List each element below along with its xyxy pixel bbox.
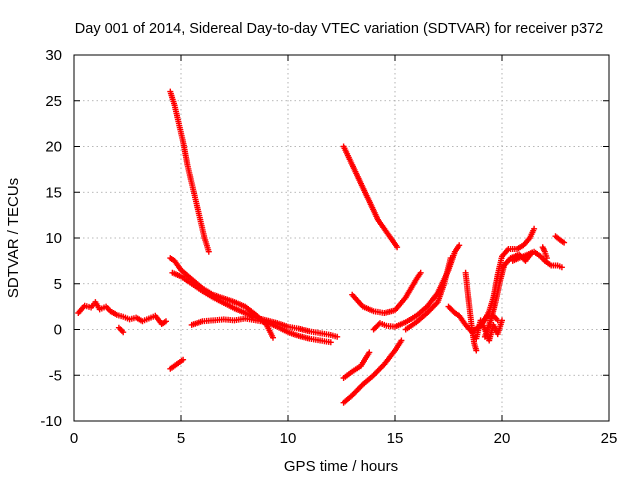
data-point xyxy=(205,248,212,255)
grid-lines xyxy=(74,55,609,421)
data-point xyxy=(270,334,276,341)
axis-ticks xyxy=(73,54,610,422)
data-point xyxy=(398,337,405,344)
series-arc-13h xyxy=(349,269,424,316)
data-point xyxy=(473,347,480,354)
x-tick-label: 5 xyxy=(177,430,185,447)
series-rising-13h xyxy=(340,349,373,381)
data-point xyxy=(543,255,550,262)
series-arc-early xyxy=(75,299,169,327)
data-point xyxy=(366,349,373,356)
y-axis-label: SDTVAR / TECUs xyxy=(5,178,22,298)
data-point xyxy=(163,318,169,325)
data-point xyxy=(417,269,424,276)
series-rising-19h xyxy=(477,225,538,328)
y-tick-label: 5 xyxy=(54,276,62,293)
chart-title: Day 001 of 2014, Sidereal Day-to-day VTE… xyxy=(75,21,603,37)
data-point xyxy=(394,244,401,251)
x-axis-label: GPS time / hours xyxy=(284,458,398,475)
x-tick-label: 0 xyxy=(70,430,78,447)
series-dip-2h xyxy=(115,324,127,336)
x-tick-label: 10 xyxy=(280,430,297,447)
series-falling-4h xyxy=(167,88,212,255)
series-falling-12h xyxy=(340,143,401,251)
data-point xyxy=(180,356,187,363)
x-tick-label: 20 xyxy=(494,430,511,447)
data-point xyxy=(334,333,341,340)
series-spike-18h xyxy=(462,269,480,354)
y-tick-label: 20 xyxy=(45,139,62,156)
tick-labels: 0 5 10 15 20 25 -10 -5 0 5 10 15 20 25 30 xyxy=(40,47,617,447)
data-point xyxy=(561,239,568,246)
y-tick-label: 15 xyxy=(45,184,62,201)
y-tick-label: 30 xyxy=(45,47,62,64)
series-tail-21h xyxy=(509,248,565,271)
data-marks xyxy=(75,88,568,406)
data-point xyxy=(499,317,505,324)
series-band-flat xyxy=(188,315,334,346)
x-tick-label: 15 xyxy=(387,430,404,447)
series-spike-21h xyxy=(539,244,550,262)
series-negative-4h xyxy=(167,356,187,372)
series-band-16h xyxy=(402,255,454,333)
y-tick-label: 25 xyxy=(45,93,62,110)
series-loop-14h xyxy=(370,242,463,333)
y-tick-label: 10 xyxy=(45,230,62,247)
y-tick-label: 0 xyxy=(54,322,62,339)
series-blob-22h xyxy=(552,233,568,246)
y-tick-label: -10 xyxy=(40,413,62,430)
data-point xyxy=(120,329,127,336)
data-point xyxy=(558,264,565,271)
data-point xyxy=(531,225,538,232)
data-point xyxy=(456,242,463,249)
data-point xyxy=(327,339,334,346)
series-rising-12h-low xyxy=(340,337,405,406)
data-point xyxy=(447,255,454,262)
x-tick-label: 25 xyxy=(601,430,618,447)
y-tick-label: -5 xyxy=(49,367,62,384)
series-arc-5h-upper xyxy=(167,255,276,341)
series-rising-19h-b xyxy=(481,249,535,340)
